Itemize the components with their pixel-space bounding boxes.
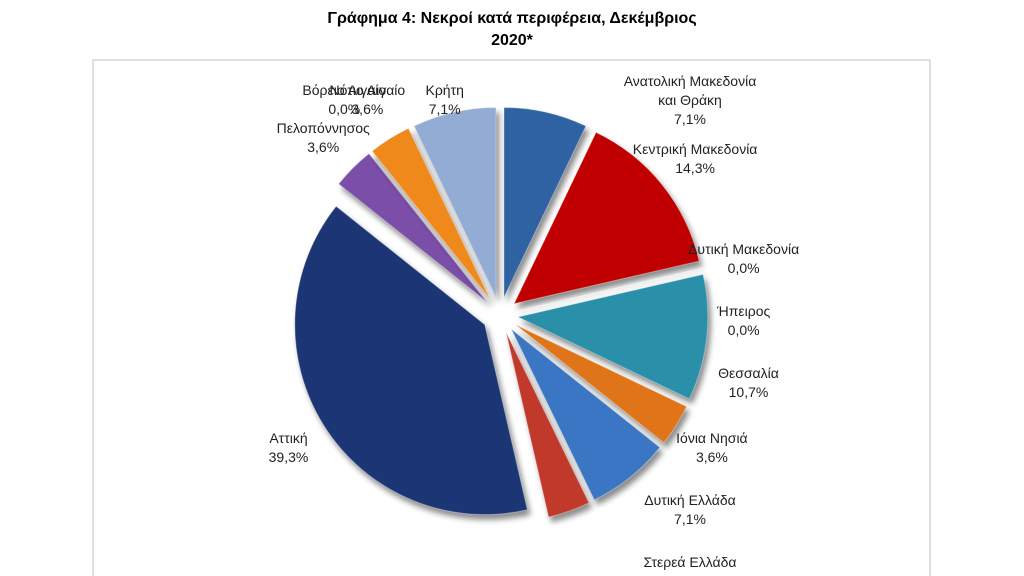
value-label: 10,7% — [728, 383, 769, 400]
pie-slice — [294, 205, 528, 516]
pie — [294, 106, 709, 518]
slice-label: Θεσσαλία 10,7% — [673, 364, 823, 402]
category-label: Νότιο Αιγαίο — [329, 82, 406, 98]
pie-slice — [513, 131, 700, 305]
slice-label: Ανατολική Μακεδονία και Θράκη 7,1% — [615, 72, 765, 129]
value-label: 7,1% — [674, 511, 706, 528]
category-label: Ήπειρος — [717, 302, 771, 319]
category-label: Θεσσαλία — [718, 364, 779, 381]
slice-label: Στερεά Ελλάδα3,6% — [615, 553, 765, 576]
pie-slice — [337, 152, 488, 303]
slice-label: Δυτική Μακεδονία 0,0% — [669, 240, 819, 278]
slice-label: Κρήτη 7,1% — [370, 81, 520, 119]
slice-label: Βόρειο Αιγαίο 0,0% — [269, 81, 419, 119]
value-label: 0,0% — [727, 259, 760, 276]
value-label: 0,0% — [727, 321, 760, 338]
category-label: Δυτική Ελλάδα — [644, 492, 736, 509]
slice-label: Ιόνια Νησιά 3,6% — [637, 429, 787, 467]
value-label: 0,0% — [328, 101, 361, 117]
value-label: 3,6% — [351, 101, 384, 117]
value-label: 7,1% — [428, 101, 461, 117]
category-label: Στερεά Ελλάδα — [643, 554, 737, 571]
pie-slice — [503, 106, 587, 298]
pie-slice — [510, 328, 661, 501]
slice-label: Κεντρική Μακεδονία 14,3% — [620, 140, 770, 178]
value-label: 3,6% — [695, 448, 728, 465]
category-label: Ιόνια Νησιά — [676, 429, 748, 446]
pie-slice — [370, 151, 490, 302]
value-label: 3,6% — [307, 139, 340, 156]
pie-slice — [516, 273, 709, 400]
category-label: Πελοπόννησος — [276, 120, 370, 137]
pie-slice — [413, 106, 497, 298]
value-label: 7,1% — [674, 110, 706, 127]
slice-label: Ήπειρος 0,0% — [669, 302, 819, 340]
slice-label: Νότιο Αιγαίο 3,6% — [292, 81, 442, 119]
slice-label: Δυτική Ελλάδα 7,1% — [615, 491, 765, 529]
category-label: Ανατολική Μακεδονία και Θράκη — [623, 72, 757, 108]
category-label: Βόρειο Αιγαίο — [302, 82, 387, 98]
category-label: Δυτική Μακεδονία — [688, 240, 800, 257]
chart-frame — [92, 59, 931, 576]
slice-label: Αττική 39,3% — [213, 429, 363, 467]
category-label: Κεντρική Μακεδονία — [632, 140, 758, 157]
value-label: 39,3% — [268, 449, 309, 466]
category-label: Κρήτη — [425, 82, 464, 98]
category-label: Αττική — [269, 430, 308, 447]
value-label: 3,6% — [615, 572, 765, 576]
slice-label: Πελοπόννησος 3,6% — [248, 119, 398, 157]
pie-slice — [371, 127, 491, 301]
value-label: 14,3% — [675, 159, 715, 176]
chart-title: Γράφημα 4: Νεκροί κατά περιφέρεια, Δεκέμ… — [327, 10, 697, 49]
pie-slice — [505, 331, 590, 518]
pie-slice — [514, 324, 688, 444]
